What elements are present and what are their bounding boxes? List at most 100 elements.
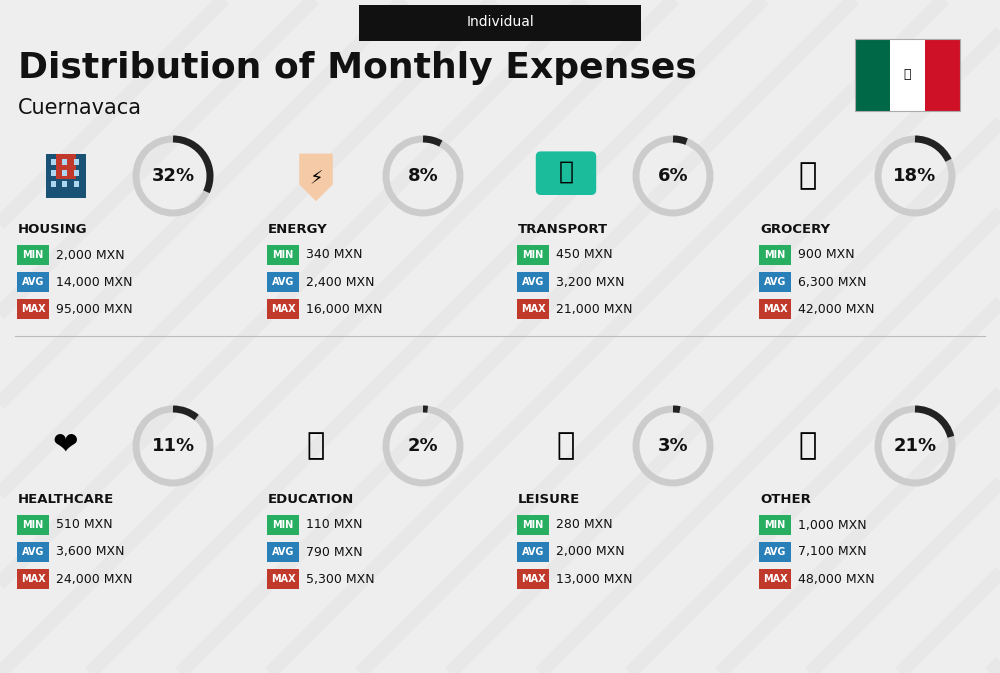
Text: MIN: MIN xyxy=(22,520,44,530)
FancyBboxPatch shape xyxy=(759,245,791,265)
Text: 3,200 MXN: 3,200 MXN xyxy=(556,275,624,289)
FancyBboxPatch shape xyxy=(17,542,49,562)
Text: 2,000 MXN: 2,000 MXN xyxy=(556,546,625,559)
Text: 2,400 MXN: 2,400 MXN xyxy=(306,275,374,289)
Text: MIN: MIN xyxy=(272,520,294,530)
FancyBboxPatch shape xyxy=(267,542,299,562)
Text: MAX: MAX xyxy=(521,304,545,314)
FancyBboxPatch shape xyxy=(267,299,299,319)
Text: Cuernavaca: Cuernavaca xyxy=(18,98,142,118)
Text: 280 MXN: 280 MXN xyxy=(556,518,613,532)
Text: 1,000 MXN: 1,000 MXN xyxy=(798,518,867,532)
Text: 2,000 MXN: 2,000 MXN xyxy=(56,248,125,262)
FancyBboxPatch shape xyxy=(759,569,791,590)
Text: ❤️: ❤️ xyxy=(53,431,79,460)
Bar xyxy=(74,159,79,165)
FancyBboxPatch shape xyxy=(17,245,49,265)
Text: AVG: AVG xyxy=(522,547,544,557)
Text: MIN: MIN xyxy=(764,520,786,530)
Text: MIN: MIN xyxy=(272,250,294,260)
FancyBboxPatch shape xyxy=(759,272,791,292)
Text: 510 MXN: 510 MXN xyxy=(56,518,113,532)
FancyBboxPatch shape xyxy=(759,542,791,562)
Text: ⚡: ⚡ xyxy=(309,170,323,188)
Text: AVG: AVG xyxy=(272,277,294,287)
Text: MAX: MAX xyxy=(763,304,787,314)
Text: ENERGY: ENERGY xyxy=(268,223,328,236)
Text: GROCERY: GROCERY xyxy=(760,223,830,236)
Text: 32%: 32% xyxy=(151,167,195,185)
Text: 🛒: 🛒 xyxy=(799,162,817,190)
FancyBboxPatch shape xyxy=(267,515,299,535)
Text: OTHER: OTHER xyxy=(760,493,811,506)
Text: 21%: 21% xyxy=(893,437,937,455)
Text: AVG: AVG xyxy=(22,547,44,557)
Text: MIN: MIN xyxy=(22,250,44,260)
Text: MIN: MIN xyxy=(522,520,544,530)
Bar xyxy=(56,153,76,179)
Text: 🦅: 🦅 xyxy=(904,69,911,81)
Text: 6%: 6% xyxy=(658,167,688,185)
Text: 14,000 MXN: 14,000 MXN xyxy=(56,275,132,289)
Text: 95,000 MXN: 95,000 MXN xyxy=(56,302,133,316)
Text: 790 MXN: 790 MXN xyxy=(306,546,363,559)
Text: AVG: AVG xyxy=(764,547,786,557)
Bar xyxy=(74,181,79,187)
FancyBboxPatch shape xyxy=(925,39,960,111)
Text: MIN: MIN xyxy=(764,250,786,260)
Text: 340 MXN: 340 MXN xyxy=(306,248,362,262)
Text: 2%: 2% xyxy=(408,437,438,455)
Text: 16,000 MXN: 16,000 MXN xyxy=(306,302,382,316)
FancyBboxPatch shape xyxy=(517,542,549,562)
Text: Individual: Individual xyxy=(466,15,534,30)
Text: 3%: 3% xyxy=(658,437,688,455)
Text: 6,300 MXN: 6,300 MXN xyxy=(798,275,866,289)
Text: 🚌: 🚌 xyxy=(558,160,574,184)
Text: Distribution of Monthly Expenses: Distribution of Monthly Expenses xyxy=(18,51,697,85)
Text: 42,000 MXN: 42,000 MXN xyxy=(798,302,874,316)
Text: AVG: AVG xyxy=(272,547,294,557)
Text: MAX: MAX xyxy=(521,574,545,584)
Text: MAX: MAX xyxy=(21,574,45,584)
FancyBboxPatch shape xyxy=(759,515,791,535)
FancyBboxPatch shape xyxy=(517,299,549,319)
Text: 8%: 8% xyxy=(408,167,438,185)
Text: 110 MXN: 110 MXN xyxy=(306,518,362,532)
FancyBboxPatch shape xyxy=(17,569,49,590)
FancyBboxPatch shape xyxy=(517,272,549,292)
Text: TRANSPORT: TRANSPORT xyxy=(518,223,608,236)
FancyBboxPatch shape xyxy=(517,569,549,590)
FancyBboxPatch shape xyxy=(759,299,791,319)
FancyBboxPatch shape xyxy=(17,272,49,292)
Bar xyxy=(74,170,79,176)
Text: MAX: MAX xyxy=(271,574,295,584)
Text: 18%: 18% xyxy=(893,167,937,185)
Text: 11%: 11% xyxy=(151,437,195,455)
Bar xyxy=(51,159,56,165)
Text: MAX: MAX xyxy=(763,574,787,584)
FancyBboxPatch shape xyxy=(359,5,641,41)
Text: 24,000 MXN: 24,000 MXN xyxy=(56,573,132,586)
Text: MAX: MAX xyxy=(21,304,45,314)
Bar xyxy=(62,159,67,165)
Text: MAX: MAX xyxy=(271,304,295,314)
Text: HEALTHCARE: HEALTHCARE xyxy=(18,493,114,506)
Text: HOUSING: HOUSING xyxy=(18,223,88,236)
Bar xyxy=(51,170,56,176)
Text: MIN: MIN xyxy=(522,250,544,260)
Bar xyxy=(62,181,67,187)
FancyBboxPatch shape xyxy=(267,272,299,292)
Bar xyxy=(46,153,86,199)
Text: 900 MXN: 900 MXN xyxy=(798,248,855,262)
Text: 5,300 MXN: 5,300 MXN xyxy=(306,573,375,586)
FancyBboxPatch shape xyxy=(890,39,925,111)
FancyBboxPatch shape xyxy=(267,569,299,590)
FancyBboxPatch shape xyxy=(17,299,49,319)
Text: 🎓: 🎓 xyxy=(307,431,325,460)
Text: AVG: AVG xyxy=(764,277,786,287)
FancyBboxPatch shape xyxy=(517,245,549,265)
Bar xyxy=(51,181,56,187)
Text: 13,000 MXN: 13,000 MXN xyxy=(556,573,633,586)
Text: 7,100 MXN: 7,100 MXN xyxy=(798,546,867,559)
Text: LEISURE: LEISURE xyxy=(518,493,580,506)
